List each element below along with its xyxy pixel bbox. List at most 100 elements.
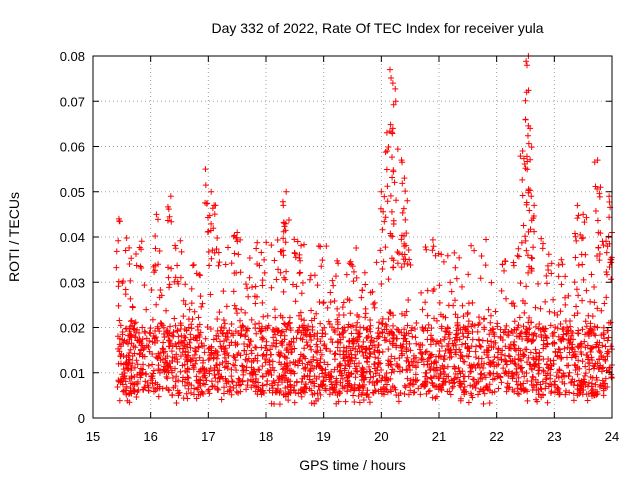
data-point	[492, 308, 499, 315]
data-point	[216, 259, 223, 266]
data-point	[352, 374, 359, 381]
data-point	[505, 368, 512, 375]
data-point	[236, 376, 243, 383]
data-point	[174, 328, 181, 335]
data-point	[498, 379, 505, 386]
data-point	[357, 324, 364, 331]
data-point	[164, 203, 171, 210]
data-point	[292, 389, 299, 396]
data-point	[194, 334, 201, 341]
data-point	[475, 336, 482, 343]
data-point	[547, 390, 554, 397]
data-point	[452, 297, 459, 304]
data-point	[511, 360, 518, 367]
data-point	[129, 304, 136, 311]
data-point	[476, 314, 483, 321]
data-point	[181, 382, 188, 389]
data-point	[554, 369, 561, 376]
data-point	[199, 389, 206, 396]
data-point	[457, 370, 464, 377]
data-point	[596, 190, 603, 197]
data-point	[387, 375, 394, 382]
data-point	[525, 269, 532, 276]
data-point	[185, 352, 192, 359]
data-point	[116, 317, 123, 324]
data-point	[348, 261, 355, 268]
data-point	[276, 352, 283, 359]
data-point	[178, 332, 185, 339]
data-point	[574, 310, 581, 317]
data-point	[276, 372, 283, 379]
data-point	[353, 327, 360, 334]
data-point	[205, 386, 212, 393]
data-point	[287, 378, 294, 385]
data-point	[520, 222, 527, 229]
data-point	[232, 328, 239, 335]
data-point	[302, 381, 309, 388]
data-point	[499, 347, 506, 354]
data-point	[126, 349, 133, 356]
data-point	[405, 330, 412, 337]
data-point	[144, 379, 151, 386]
data-point	[234, 238, 241, 245]
data-point	[240, 371, 247, 378]
data-point	[192, 360, 199, 367]
data-point	[587, 345, 594, 352]
data-point	[523, 283, 530, 290]
data-point	[294, 362, 301, 369]
data-point	[166, 387, 173, 394]
data-point	[183, 327, 190, 334]
data-point	[239, 322, 246, 329]
data-point	[406, 382, 413, 389]
data-point	[510, 259, 517, 266]
data-point	[266, 387, 273, 394]
data-point	[573, 286, 580, 293]
data-point	[511, 338, 518, 345]
data-point	[389, 125, 396, 132]
data-point	[210, 355, 217, 362]
data-point	[557, 320, 564, 327]
data-point	[417, 341, 424, 348]
data-point	[519, 368, 526, 375]
data-point	[446, 335, 453, 342]
data-point	[187, 389, 194, 396]
data-point	[339, 325, 346, 332]
data-point	[138, 238, 145, 245]
data-point	[583, 287, 590, 294]
data-point	[138, 265, 145, 272]
data-point	[528, 265, 535, 272]
data-point	[418, 350, 425, 357]
data-point	[341, 367, 348, 374]
data-point	[367, 289, 374, 296]
data-point	[378, 367, 385, 374]
data-point	[427, 341, 434, 348]
data-point	[177, 368, 184, 375]
data-point	[288, 367, 295, 374]
data-point	[468, 343, 475, 350]
data-point	[172, 274, 179, 281]
data-point	[471, 322, 478, 329]
data-point	[415, 385, 422, 392]
data-point	[155, 261, 162, 268]
data-point	[113, 264, 120, 271]
data-point	[388, 388, 395, 395]
data-point	[331, 366, 338, 373]
data-point	[557, 355, 564, 362]
data-point	[297, 257, 304, 264]
data-point	[311, 331, 318, 338]
data-point	[339, 375, 346, 382]
data-point	[568, 345, 575, 352]
data-point	[264, 368, 271, 375]
data-point	[197, 329, 204, 336]
data-point	[608, 256, 615, 263]
data-point	[440, 258, 447, 265]
data-point	[177, 237, 184, 244]
data-point	[331, 297, 338, 304]
data-point	[260, 351, 267, 358]
data-point	[281, 336, 288, 343]
data-point	[388, 255, 395, 262]
data-point	[143, 335, 150, 342]
data-point	[231, 354, 238, 361]
data-point	[284, 362, 291, 369]
data-point	[531, 363, 538, 370]
